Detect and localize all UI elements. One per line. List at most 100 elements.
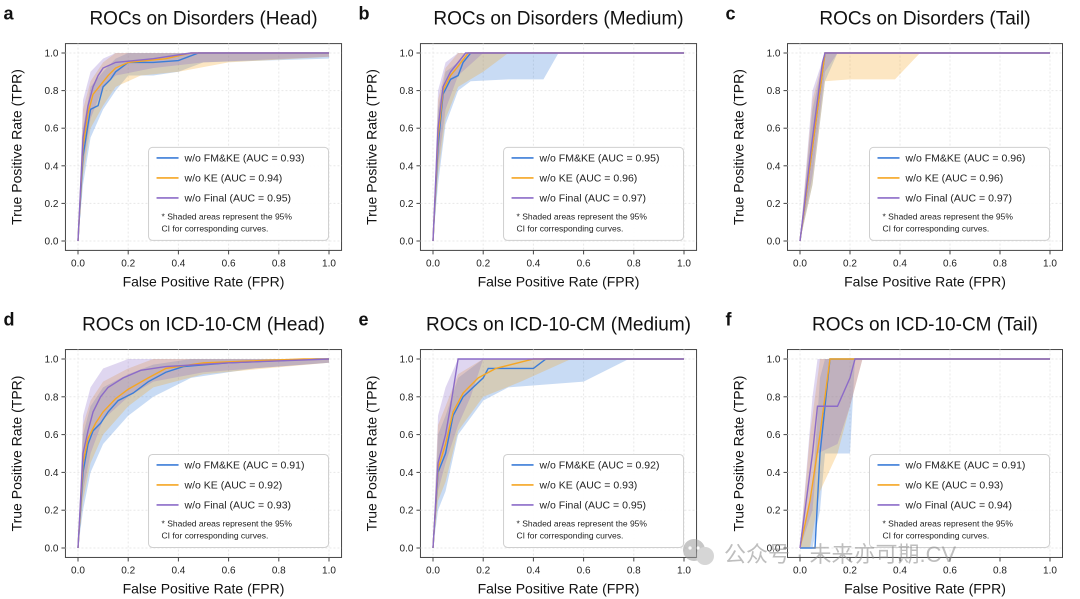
legend-label-fmke: w/o FM&KE (AUC = 0.91): [905, 459, 1026, 471]
legend-box: [148, 453, 330, 548]
x-tick-label: 0.8: [272, 565, 286, 576]
y-tick-label: 0.0: [45, 237, 59, 248]
x-tick-label: 0.2: [476, 565, 490, 576]
legend-note-line1: * Shaded areas represent the 95%: [883, 518, 1014, 528]
x-tick-label: 0.2: [843, 258, 857, 269]
ci-band-final: [433, 359, 684, 548]
x-tick-label: 1.0: [322, 565, 336, 576]
y-tick-label: 0.6: [45, 430, 59, 441]
y-tick-label: 0.0: [45, 544, 59, 555]
legend-label-ke: w/o KE (AUC = 0.96): [539, 172, 638, 184]
y-tick-label: 0.6: [767, 430, 781, 441]
legend-label-ke: w/o KE (AUC = 0.94): [184, 172, 283, 184]
legend-label-ke: w/o KE (AUC = 0.96): [905, 172, 1004, 184]
roc-line-ke: [77, 52, 329, 242]
x-tick-label: 0.0: [793, 258, 807, 269]
roc-line-final: [432, 52, 684, 242]
y-tick-label: 0.8: [767, 86, 781, 97]
ci-band-fmke: [433, 359, 684, 548]
legend-note-line2: CI for corresponding curves.: [517, 223, 624, 233]
roc-line-ke: [432, 358, 684, 549]
y-tick-label: 0.8: [400, 86, 414, 97]
roc-line-final: [799, 358, 1050, 549]
x-axis-label: False Positive Rate (FPR): [844, 273, 1006, 289]
panel-letter: f: [726, 310, 733, 330]
legend-label-fmke: w/o FM&KE (AUC = 0.91): [184, 459, 305, 471]
chart-title: ROCs on ICD-10-CM (Medium): [426, 315, 691, 336]
x-tick-label: 0.8: [272, 258, 286, 269]
x-tick-label: 0.2: [121, 565, 135, 576]
ci-band-final: [433, 53, 684, 241]
x-tick-label: 1.0: [1043, 565, 1057, 576]
ci-band-ke: [800, 53, 1050, 241]
ci-band-fmke: [433, 53, 684, 241]
legend-box: [869, 453, 1050, 548]
x-tick-label: 0.2: [476, 258, 490, 269]
y-axis-label: True Positive Rate (TPR): [731, 376, 747, 532]
legend-note-line2: CI for corresponding curves.: [517, 530, 624, 540]
x-tick-label: 0.8: [627, 565, 641, 576]
y-tick-label: 0.8: [45, 86, 59, 97]
ci-band-fmke: [78, 53, 329, 241]
legend-note-line2: CI for corresponding curves.: [883, 223, 990, 233]
x-tick-label: 0.0: [793, 565, 807, 576]
panel-c: c ROCs on Disorders (Tail) 0.0 0.0 0.2 0.2 0.4…: [726, 4, 1063, 289]
x-tick-label: 0.0: [71, 565, 85, 576]
legend: w/o FM&KE (AUC = 0.93) w/o KE (AUC = 0.94…: [148, 146, 330, 241]
y-tick-label: 0.4: [767, 161, 781, 172]
legend-label-fmke: w/o FM&KE (AUC = 0.95): [539, 152, 660, 164]
legend-label-final: w/o Final (AUC = 0.97): [539, 192, 647, 204]
roc-line-final: [799, 52, 1050, 242]
panel-letter: b: [358, 4, 369, 24]
legend-box: [503, 146, 685, 241]
roc-line-ke: [77, 358, 329, 549]
chart-title: ROCs on Disorders (Medium): [433, 9, 683, 30]
x-tick-label: 0.4: [893, 565, 907, 576]
legend-label-final: w/o Final (AUC = 0.97): [905, 192, 1013, 204]
legend-label-ke: w/o KE (AUC = 0.93): [539, 479, 638, 491]
x-tick-label: 0.6: [577, 258, 591, 269]
panel-letter: e: [358, 310, 368, 330]
panel-d: d ROCs on ICD-10-CM (Head) 0.0 0.0 0.2 0.2 0.4…: [3, 310, 343, 596]
ci-band-ke: [433, 53, 684, 241]
legend-note-line2: CI for corresponding curves.: [162, 530, 269, 540]
panel-f: f ROCs on ICD-10-CM (Tail) 0.0 0.0 0.2 0.2 0.4…: [726, 310, 1063, 596]
x-tick-label: 0.8: [993, 258, 1007, 269]
legend-label-fmke: w/o FM&KE (AUC = 0.92): [539, 459, 660, 471]
wechat-icon: [683, 539, 714, 565]
legend-note-line2: CI for corresponding curves.: [162, 223, 269, 233]
legend-box: [869, 146, 1050, 241]
watermark-text: 公众号 · 未来亦可期.CV: [724, 542, 957, 567]
chart-title: ROCs on Disorders (Tail): [819, 9, 1030, 30]
ci-band-fmke: [78, 359, 329, 548]
chart-title: ROCs on ICD-10-CM (Tail): [812, 315, 1038, 336]
roc-line-fmke: [77, 52, 329, 242]
x-tick-label: 0.6: [943, 258, 957, 269]
ci-band-ke: [800, 359, 1050, 548]
x-axis-label: False Positive Rate (FPR): [478, 273, 640, 289]
x-tick-label: 0.0: [426, 565, 440, 576]
y-tick-label: 0.2: [767, 199, 781, 210]
x-tick-label: 0.0: [71, 258, 85, 269]
ci-band-fmke: [800, 359, 1050, 548]
x-tick-label: 1.0: [677, 258, 691, 269]
x-tick-label: 0.4: [171, 565, 185, 576]
roc-line-final: [77, 358, 330, 549]
roc-line-fmke: [432, 358, 684, 549]
x-axis-label: False Positive Rate (FPR): [844, 580, 1006, 596]
y-tick-label: 0.0: [767, 544, 781, 555]
panel-e: e ROCs on ICD-10-CM (Medium) 0.0 0.0 0.2 0.2 0…: [358, 310, 698, 596]
roc-line-fmke: [432, 52, 684, 242]
y-tick-label: 0.8: [45, 392, 59, 403]
legend-label-ke: w/o KE (AUC = 0.92): [184, 479, 283, 491]
ci-band-final: [800, 359, 1050, 548]
y-tick-label: 0.4: [400, 468, 414, 479]
panel-letter: c: [726, 4, 736, 24]
x-tick-label: 0.4: [171, 258, 185, 269]
x-axis-label: False Positive Rate (FPR): [478, 580, 640, 596]
y-tick-label: 0.6: [767, 124, 781, 135]
ci-band-final: [800, 53, 1050, 241]
legend-box: [148, 146, 330, 241]
x-tick-label: 0.2: [121, 258, 135, 269]
